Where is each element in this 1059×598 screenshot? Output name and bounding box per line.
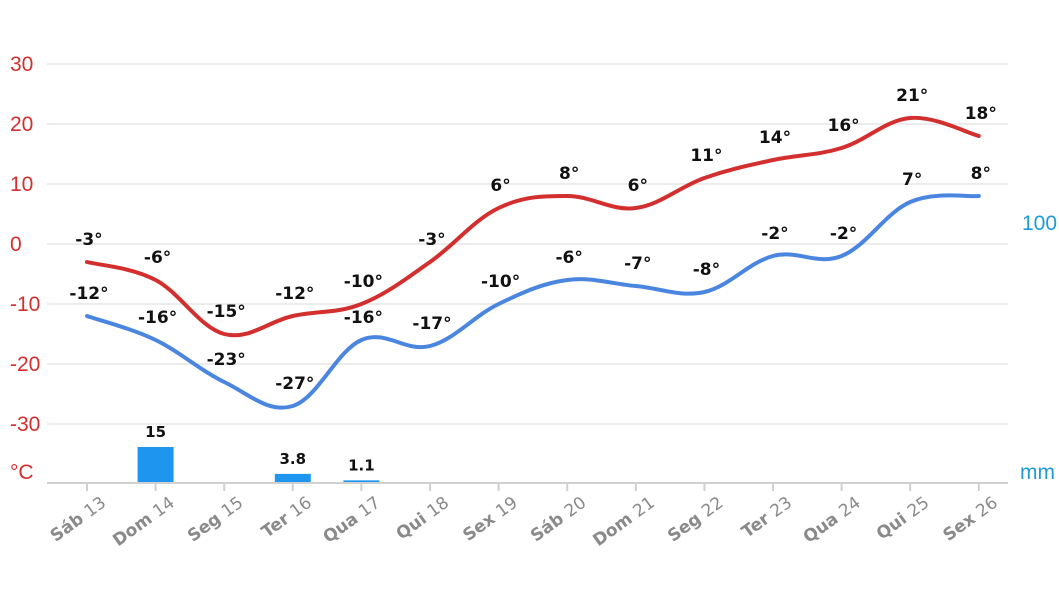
y2-unit-label: mm [1020,461,1055,484]
gridlines [47,63,1008,425]
y2-tick-label: 100 [1022,212,1057,235]
precipitation-bars [137,447,380,483]
max-temp-label: -10° [344,272,383,292]
min-temp-label: -6° [556,248,583,268]
min-temp-label: -16° [138,308,177,328]
x-tick-label: Seg 15 [184,493,247,547]
x-tick-label: Sáb 20 [527,493,590,546]
max-temp-label: -3° [418,230,445,250]
precip-label: 1.1 [348,456,375,474]
max-temp-label: 18° [965,104,997,124]
max-temp-label: -3° [75,230,102,250]
x-tick-label: Qui 25 [873,493,933,544]
y-tick-label: -10 [10,293,40,316]
min-temp-label: -17° [412,314,451,334]
min-temp-label: -10° [481,272,520,292]
min-temp-label: -16° [344,308,383,328]
min-temp-label: -27° [275,374,314,394]
max-temp-line [85,115,981,338]
precip-bar [343,480,380,483]
precip-label: 3.8 [280,450,307,468]
max-temp-label: 21° [896,86,928,106]
y-tick-label: -30 [10,413,40,436]
max-temp-label: -6° [144,248,171,268]
x-tick-label: Dom 14 [109,493,178,551]
min-temp-line [85,193,981,410]
x-tick-label: Ter 16 [258,493,316,543]
precip-bar [274,473,311,483]
min-temp-label: -7° [624,254,651,274]
y-unit-label: °C [10,461,34,484]
x-tick-label: Ter 23 [738,493,796,543]
max-temp-label: 16° [828,116,860,136]
min-temp-label: -2° [830,224,857,244]
max-temp-label: 6° [628,176,648,196]
y-tick-label: 20 [10,113,33,136]
min-temp-label: -8° [693,260,720,280]
precip-label: 15 [145,423,166,441]
max-temp-label: -12° [275,284,314,304]
min-temp-label: 8° [971,164,991,184]
x-tick-label: Dom 21 [589,493,658,551]
data-labels: 15 3.8 1.1 -3° -6° -15° -12° -10° -3° 6° 8° 6° 11° 14… [69,86,996,474]
x-tick-label: Sáb 13 [47,493,110,546]
min-temp-label: 7° [902,170,922,190]
max-temp-label: 14° [759,128,791,148]
y-tick-label: -20 [10,353,40,376]
min-temp-label: -23° [207,350,246,370]
min-temp-label: -12° [69,284,108,304]
x-tick-label: Qua 17 [320,493,385,548]
temperature-lines [85,115,981,410]
x-tick-label: Sex 26 [940,493,1002,546]
max-temp-label: 8° [559,164,579,184]
precip-bar [137,447,174,483]
x-tick-label: Seg 22 [664,493,727,547]
x-tick-label: Qua 24 [800,493,865,548]
x-tick-label: Sex 19 [459,493,521,546]
x-tick-label: Qui 18 [393,493,453,544]
max-temp-label: 6° [490,176,510,196]
min-temp-label: -2° [761,224,788,244]
max-temp-label: 11° [690,146,722,166]
y-tick-label: 10 [10,173,33,196]
y-tick-label: 0 [10,233,22,256]
max-temp-label: -15° [207,302,246,322]
y-tick-label: 30 [10,53,33,76]
